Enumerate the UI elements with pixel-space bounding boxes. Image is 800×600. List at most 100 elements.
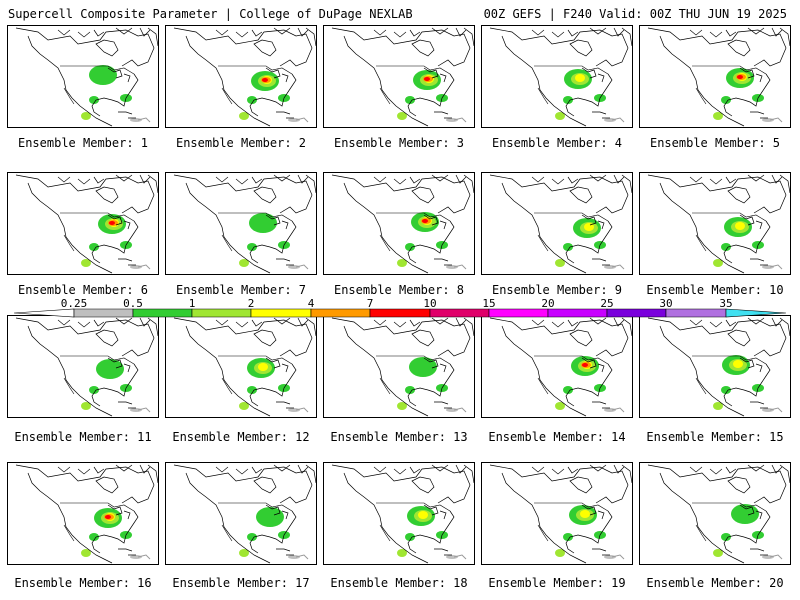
scp-contour [555, 549, 565, 557]
colorbar-segment [547, 308, 608, 318]
ensemble-member-label: Ensemble Member: 10 [646, 283, 784, 297]
colorbar-tick-label: 15 [482, 298, 495, 310]
ensemble-member-map [165, 25, 317, 128]
scp-contour [762, 265, 774, 269]
north-america-map [331, 317, 474, 417]
north-america-map [489, 27, 632, 127]
coastline-outline [647, 174, 790, 274]
north-america-map [173, 464, 316, 564]
scp-contour [239, 402, 249, 410]
colorbar-segment [665, 308, 727, 318]
scp-contour [762, 118, 774, 122]
scp-contour [762, 408, 774, 412]
ensemble-member-label: Ensemble Member: 12 [172, 430, 310, 444]
scp-contour [89, 533, 99, 541]
scp-contour [288, 555, 300, 559]
scp-contour [288, 265, 300, 269]
scp-contour [713, 402, 723, 410]
coastline-outline [331, 27, 474, 127]
coastline-outline [331, 174, 474, 274]
colorbar-segment [132, 308, 193, 318]
scp-contour [130, 408, 142, 412]
colorbar-segment [429, 308, 490, 318]
scp-contour [555, 402, 565, 410]
colorbar-tick-label: 4 [308, 298, 315, 310]
coastline-outline [331, 464, 474, 564]
coastline-outline [331, 317, 474, 417]
scp-contour [721, 386, 731, 394]
scp-contour [580, 510, 590, 518]
scp-contour [405, 243, 415, 251]
scp-contour [109, 221, 115, 225]
ensemble-member-label: Ensemble Member: 11 [14, 430, 152, 444]
coastline-outline [489, 317, 632, 417]
valid-time-label: 00Z GEFS | F240 Valid: 00Z THU JUN 19 20… [483, 7, 787, 21]
coastline-outline [647, 27, 790, 127]
scp-contour [247, 533, 257, 541]
scp-contour [247, 96, 257, 104]
ensemble-member-label: Ensemble Member: 18 [330, 576, 468, 590]
ensemble-member-map [323, 462, 475, 565]
north-america-map [331, 27, 474, 127]
scp-contour [239, 259, 249, 267]
ensemble-member-label: Ensemble Member: 15 [646, 430, 784, 444]
scp-contour [446, 118, 458, 122]
colorbar-tick-label: 1 [189, 298, 196, 310]
colorbar-tick-label: 2 [248, 298, 255, 310]
scp-contour [89, 96, 99, 104]
ensemble-member-map [165, 315, 317, 418]
north-america-map [489, 174, 632, 274]
scp-contour [584, 223, 594, 231]
scp-contour [405, 533, 415, 541]
colorbar-tick-label: 10 [423, 298, 436, 310]
ensemble-member-label: Ensemble Member: 20 [646, 576, 784, 590]
colorbar-tick-label: 30 [659, 298, 672, 310]
scp-contour [130, 118, 142, 122]
scp-contour [258, 363, 268, 371]
scp-contour [563, 96, 573, 104]
coastline-outline [15, 27, 158, 127]
north-america-map [647, 317, 790, 417]
scp-contour [247, 243, 257, 251]
scp-contour [422, 219, 428, 223]
scp-contour [105, 515, 111, 519]
scp-contour [446, 408, 458, 412]
scp-contour [731, 504, 759, 524]
colorbar-tick-label: 25 [600, 298, 613, 310]
scp-contour [397, 549, 407, 557]
coastline-outline [15, 464, 158, 564]
coastline-outline [15, 317, 158, 417]
coastline-outline [647, 317, 790, 417]
ensemble-member-map [639, 315, 791, 418]
scp-contour [737, 75, 743, 79]
north-america-map [15, 27, 158, 127]
scp-contour [89, 386, 99, 394]
ensemble-member-map [7, 25, 159, 128]
scp-contour [721, 533, 731, 541]
scp-contour [563, 243, 573, 251]
ensemble-member-map [165, 462, 317, 565]
scp-contour [721, 96, 731, 104]
colorbar-tick-label: 20 [541, 298, 554, 310]
scp-contour [81, 549, 91, 557]
ensemble-member-label: Ensemble Member: 14 [488, 430, 626, 444]
scp-contour [96, 359, 124, 379]
scp-contour [563, 386, 573, 394]
scp-contour [582, 363, 588, 367]
scp-contour [604, 265, 616, 269]
scp-contour [563, 533, 573, 541]
scp-contour [555, 259, 565, 267]
scp-contour [405, 386, 415, 394]
colorbar-tick-label: 0.25 [61, 298, 88, 310]
colorbar-segment [13, 308, 75, 318]
scp-contour [405, 96, 415, 104]
ensemble-member-label: Ensemble Member: 5 [649, 136, 781, 150]
coastline-outline [647, 464, 790, 564]
ensemble-member-label: Ensemble Member: 8 [333, 283, 465, 297]
north-america-map [331, 174, 474, 274]
ensemble-member-map [481, 172, 633, 275]
colorbar-tick-label: 0.5 [123, 298, 143, 310]
scp-contour [397, 259, 407, 267]
colorbar-segment [191, 308, 252, 318]
colorbar-tick-label: 35 [719, 298, 732, 310]
